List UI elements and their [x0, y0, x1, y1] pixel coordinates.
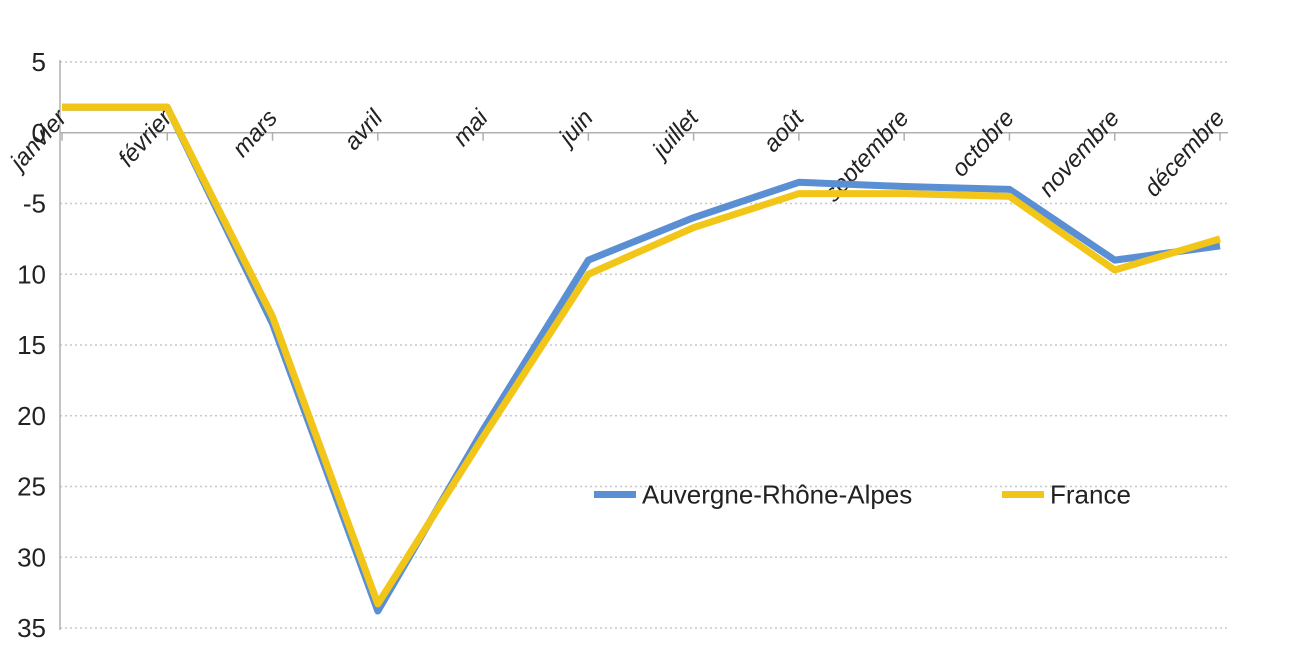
x-tick-label: juin	[552, 105, 599, 153]
y-tick-label: -5	[23, 189, 46, 219]
y-tick-label: 5	[32, 47, 46, 77]
y-tick-labels: 5 0 -5 10 15 20 25 30 35	[17, 47, 46, 643]
y-tick-label: 35	[17, 613, 46, 643]
x-tick-label: novembre	[1034, 105, 1125, 202]
y-tick-label: 20	[17, 401, 46, 431]
x-tick-label: mars	[227, 105, 283, 163]
y-tick-label: 10	[17, 259, 46, 289]
x-tick-label: décembre	[1139, 105, 1230, 202]
legend: Auvergne-Rhône-Alpes France	[594, 480, 1131, 510]
series-line-1	[62, 103, 1221, 608]
x-tick-label: octobre	[946, 105, 1020, 183]
x-tick-label: avril	[339, 104, 389, 155]
x-tick-label: mai	[448, 104, 494, 151]
legend-label: France	[1050, 480, 1131, 510]
x-tick-label: juillet	[645, 104, 705, 166]
y-tick-label: 15	[17, 330, 46, 360]
y-tick-label: 0	[32, 118, 46, 148]
axes	[59, 60, 1228, 630]
legend-label: Auvergne-Rhône-Alpes	[642, 480, 912, 510]
y-tick-label: 25	[17, 472, 46, 502]
series-lines	[62, 103, 1221, 615]
x-tick-label: août	[758, 104, 810, 158]
y-tick-label: 30	[17, 542, 46, 572]
